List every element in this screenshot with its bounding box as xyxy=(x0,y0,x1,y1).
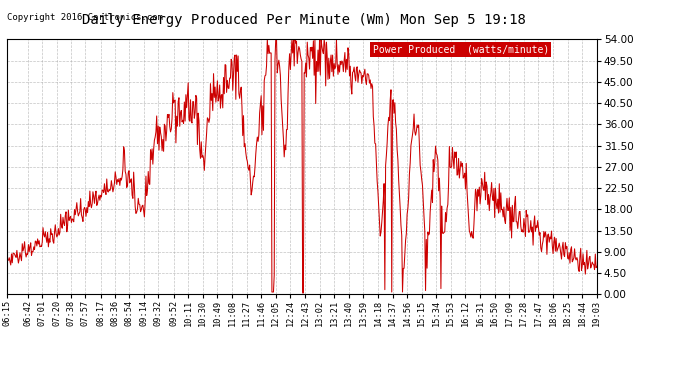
Text: Daily Energy Produced Per Minute (Wm) Mon Sep 5 19:18: Daily Energy Produced Per Minute (Wm) Mo… xyxy=(81,13,526,27)
Text: Power Produced  (watts/minute): Power Produced (watts/minute) xyxy=(373,45,549,54)
Text: Copyright 2016 Cartronics.com: Copyright 2016 Cartronics.com xyxy=(7,13,163,22)
